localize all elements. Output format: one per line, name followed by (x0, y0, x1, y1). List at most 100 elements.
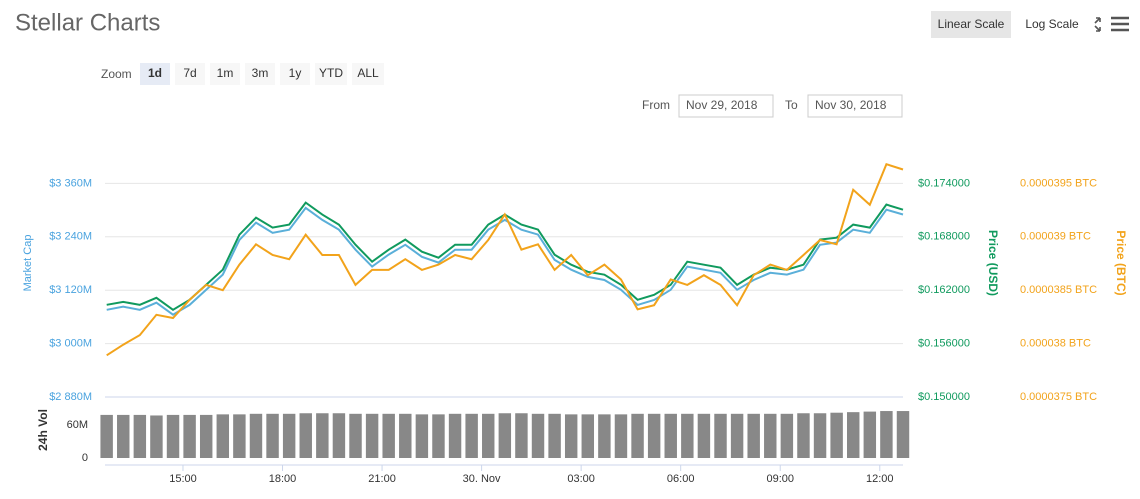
zoom-button[interactable]: 1y (280, 63, 310, 85)
volume-bar (531, 413, 545, 458)
menu-icon[interactable] (1111, 16, 1129, 32)
zoom-button-label: ALL (357, 66, 379, 80)
volume-bar (465, 413, 478, 458)
series-line (106, 206, 904, 316)
volume-bar (432, 414, 445, 458)
volume-bar (515, 413, 528, 458)
y-axis-title: Market Cap (22, 235, 34, 292)
volume-bar (266, 413, 279, 458)
to-label: To (785, 98, 798, 112)
from-value: Nov 29, 2018 (686, 98, 758, 112)
x-tick-label: 12:00 (866, 473, 894, 485)
volume-bar (847, 412, 860, 458)
zoom-label: Zoom (101, 67, 132, 81)
y3-tick-label: 0.000039 BTC (1020, 231, 1091, 243)
volume-bar (332, 413, 346, 458)
volume-bar (614, 414, 628, 458)
from-input[interactable] (678, 94, 774, 118)
vol-axis-title: 24h Vol (36, 409, 50, 451)
series-line (106, 201, 904, 311)
volume-bar (100, 414, 113, 458)
scale-button[interactable]: Linear Scale (931, 11, 1011, 38)
vol-tick-label: 0 (82, 452, 88, 464)
volume-bar (780, 413, 794, 458)
y2-tick-label: $0.162000 (918, 284, 970, 296)
zoom-button[interactable]: 1d (140, 63, 170, 85)
zoom-button[interactable]: ALL (352, 63, 384, 85)
zoom-button[interactable]: 3m (245, 63, 275, 85)
volume-bar (747, 413, 760, 458)
y-tick-label: $3 240M (49, 231, 92, 243)
zoom-button-label: 1m (217, 66, 234, 80)
x-tick-label: 03:00 (567, 473, 595, 485)
volume-bar (697, 413, 711, 458)
zoom-button-label: 1y (289, 66, 302, 80)
volume-bar (598, 414, 611, 458)
volume-bar (581, 414, 595, 458)
volume-bar (548, 413, 561, 458)
volume-bar (482, 413, 495, 458)
to-input[interactable] (807, 94, 903, 118)
zoom-button-bg (140, 63, 170, 85)
y3-axis-title: Price (BTC) (1114, 230, 1128, 295)
volume-bar (282, 413, 296, 458)
zoom-button[interactable]: YTD (315, 63, 347, 85)
series-line (106, 162, 904, 357)
scale-button[interactable]: Log Scale (1012, 11, 1092, 38)
volume-bar (316, 413, 329, 458)
y3-tick-label: 0.000038 BTC (1020, 338, 1091, 350)
zoom-button[interactable]: 7d (175, 63, 205, 85)
volume-bar (183, 414, 196, 458)
scale-button-label: Linear Scale (938, 17, 1005, 31)
volume-bar (199, 414, 213, 458)
volume-bar (631, 413, 644, 458)
x-tick-label: 18:00 (269, 473, 297, 485)
y3-tick-label: 0.0000385 BTC (1020, 284, 1097, 296)
x-tick-label: 21:00 (368, 473, 396, 485)
zoom-button-bg (175, 63, 205, 85)
volume-bar (117, 414, 130, 458)
to-value: Nov 30, 2018 (815, 98, 887, 112)
volume-bar (797, 413, 810, 458)
volume-bar (681, 413, 694, 458)
scale-button-bg (1012, 11, 1092, 38)
chart-title: Stellar Charts (15, 9, 160, 36)
y-tick-label: $3 120M (49, 284, 92, 296)
vol-tick-label: 60M (67, 419, 88, 431)
zoom-button-bg (280, 63, 310, 85)
x-tick-label: 09:00 (766, 473, 794, 485)
zoom-button[interactable]: 1m (210, 63, 240, 85)
volume-bar (299, 413, 312, 458)
volume-bar (150, 415, 163, 458)
volume-bar (863, 411, 877, 458)
y-tick-label: $2 880M (49, 391, 92, 403)
volume-bar (647, 413, 661, 458)
x-tick-label: 30. Nov (463, 473, 501, 485)
volume-bar (382, 413, 395, 458)
volume-bar (249, 413, 263, 458)
zoom-button-bg (315, 63, 347, 85)
volume-bar (564, 414, 578, 458)
y2-tick-label: $0.168000 (918, 231, 970, 243)
y2-axis-title: Price (USD) (986, 230, 1000, 296)
volume-bar (764, 413, 777, 458)
volume-bar (730, 413, 744, 458)
y3-tick-label: 0.0000375 BTC (1020, 391, 1097, 403)
zoom-button-bg (210, 63, 240, 85)
y-tick-label: $3 360M (49, 177, 92, 189)
volume-bar (399, 413, 412, 458)
scale-button-label: Log Scale (1025, 17, 1079, 31)
from-label: From (642, 98, 670, 112)
volume-bar (896, 411, 910, 458)
volume-bar (216, 414, 230, 458)
volume-bar (349, 413, 362, 458)
y2-tick-label: $0.150000 (918, 391, 970, 403)
zoom-button-bg (245, 63, 275, 85)
y3-tick-label: 0.0000395 BTC (1020, 177, 1097, 189)
y2-tick-label: $0.174000 (918, 177, 970, 189)
volume-bar (415, 414, 429, 458)
volume-bar (880, 411, 893, 458)
y-tick-label: $3 000M (49, 338, 92, 350)
